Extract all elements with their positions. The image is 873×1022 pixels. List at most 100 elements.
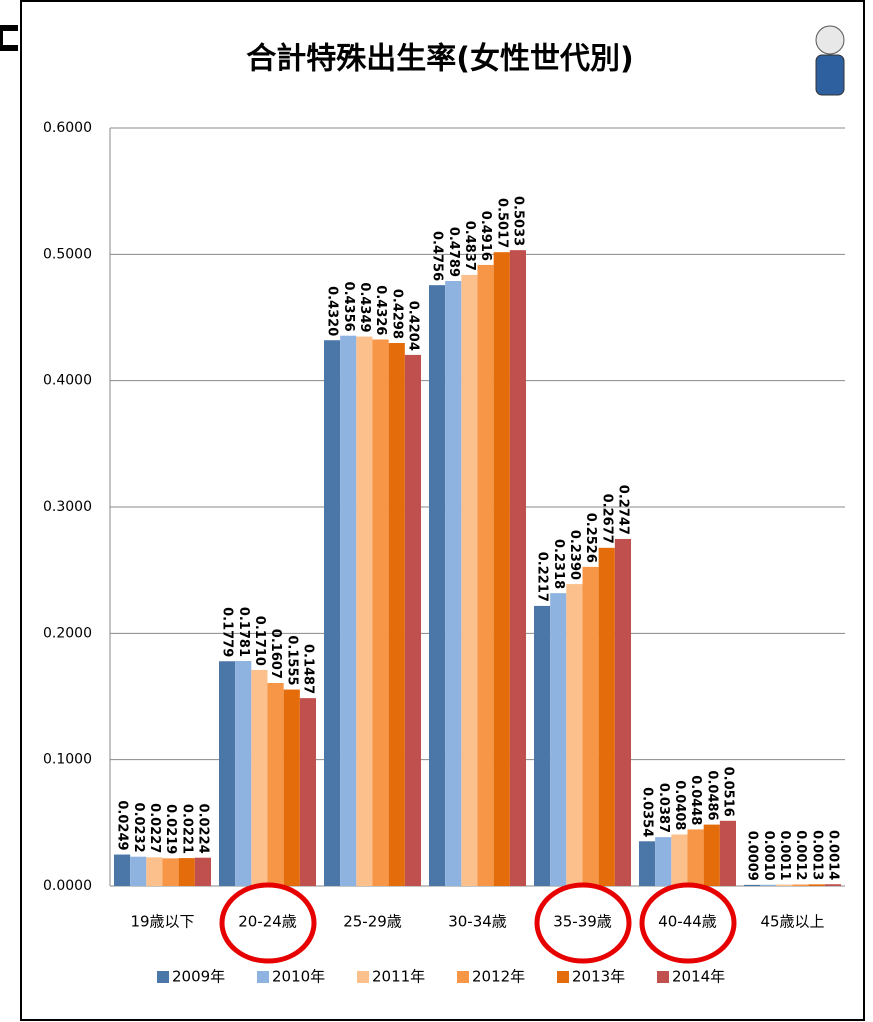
value-label: 0.1607: [268, 629, 283, 679]
value-label: 0.0486: [704, 770, 719, 820]
bar: [130, 856, 147, 886]
frame-fragment: [0, 25, 18, 51]
value-label: 0.0010: [761, 831, 776, 881]
y-tick-label: 0.3000: [43, 499, 92, 515]
bar: [719, 820, 736, 886]
value-label: 0.0224: [195, 804, 210, 854]
value-label: 0.0013: [809, 830, 824, 880]
bar: [194, 857, 211, 886]
bar: [445, 280, 462, 887]
legend-label: 2010年: [272, 968, 325, 986]
value-label: 0.5017: [494, 198, 509, 248]
bar: [146, 857, 163, 886]
legend-swatch: [657, 971, 669, 983]
value-label: 0.0221: [179, 804, 194, 854]
value-label: 0.4356: [341, 282, 356, 332]
plot-area: 0.0000 0.1000 0.2000 0.3000 0.4000 0.5000 0.60…: [43, 120, 845, 986]
value-label: 0.4789: [446, 227, 461, 277]
value-label: 0.1487: [300, 644, 315, 694]
value-label: 0.1710: [252, 616, 267, 666]
bar: [550, 593, 567, 886]
value-label: 0.4916: [478, 211, 493, 261]
value-label: 0.4320: [325, 286, 340, 336]
bar: [404, 354, 421, 886]
legend-swatch: [257, 971, 269, 983]
legend-label: 2013年: [572, 968, 625, 986]
value-label: 0.4837: [462, 221, 477, 271]
value-label: 0.0354: [640, 787, 655, 837]
value-label: 0.2526: [583, 513, 598, 563]
bar: [655, 837, 672, 886]
value-label: 0.4756: [430, 231, 445, 281]
y-tick-label: 0.5000: [43, 246, 92, 262]
bar: [324, 340, 341, 886]
highlight-circle: [534, 882, 632, 964]
value-label: 0.1779: [220, 607, 235, 657]
value-label: 0.0011: [777, 830, 792, 880]
x-tick-label: 20-24歳: [238, 913, 297, 931]
bar: [671, 834, 688, 886]
value-label: 0.2318: [551, 539, 566, 589]
legend-label: 2012年: [472, 968, 525, 986]
bar: [388, 343, 405, 886]
bar: [509, 250, 526, 887]
y-tick-label: 0.4000: [43, 373, 92, 389]
bar: [703, 824, 720, 886]
bar: [598, 547, 615, 886]
value-label: 0.4349: [357, 282, 372, 332]
value-label: 0.4204: [405, 301, 420, 351]
bar: [639, 841, 656, 886]
bar: [356, 336, 373, 887]
bar: [808, 884, 825, 886]
bar: [283, 689, 300, 886]
value-label: 0.0387: [656, 783, 671, 833]
value-label: 0.0516: [720, 767, 735, 817]
bar: [461, 274, 478, 886]
bar: [340, 335, 357, 886]
bar: [582, 566, 599, 886]
bar: [760, 884, 777, 886]
bar: [792, 884, 809, 886]
value-label: 0.2747: [615, 485, 630, 535]
x-tick-label: 19歳以下: [130, 913, 194, 931]
value-label: 0.2677: [599, 494, 614, 544]
bar: [687, 829, 704, 886]
bar: [114, 854, 131, 886]
bar: [493, 252, 510, 886]
bar: [824, 884, 841, 886]
bar: [534, 605, 551, 886]
legend-swatch: [357, 971, 369, 983]
legend-swatch: [457, 971, 469, 983]
value-label: 0.0014: [825, 830, 840, 880]
value-label: 0.0219: [163, 804, 178, 854]
legend-label: 2009年: [172, 968, 225, 986]
x-tick-label: 35-39歳: [553, 913, 612, 931]
chart-title: 合計特殊出生率(女性世代別): [246, 42, 633, 77]
x-tick-label: 25-29歳: [343, 913, 402, 931]
bar: [477, 264, 494, 887]
highlight-circles: [219, 882, 737, 964]
bar: [299, 698, 316, 886]
value-label: 0.1555: [284, 635, 299, 685]
value-label: 0.5033: [510, 196, 525, 246]
x-tick-label: 30-34歳: [448, 913, 507, 931]
highlight-circle: [219, 882, 317, 964]
bar: [744, 884, 761, 886]
legend-label: 2011年: [372, 968, 425, 986]
y-tick-label: 0.2000: [43, 625, 92, 641]
bar: [429, 285, 446, 886]
bar: [614, 538, 631, 886]
x-tick-label: 45歳以上: [760, 913, 824, 931]
value-label: 0.0012: [793, 830, 808, 880]
mascot: [815, 25, 845, 96]
y-tick-label: 0.6000: [43, 120, 92, 136]
legend-label: 2014年: [672, 968, 725, 986]
value-label: 0.0009: [745, 831, 760, 881]
value-label: 0.0232: [131, 803, 146, 853]
bar: [372, 339, 389, 886]
legend-swatch: [557, 971, 569, 983]
value-label: 0.1781: [236, 607, 251, 657]
value-label: 0.0227: [147, 803, 162, 853]
bar: [566, 584, 583, 886]
